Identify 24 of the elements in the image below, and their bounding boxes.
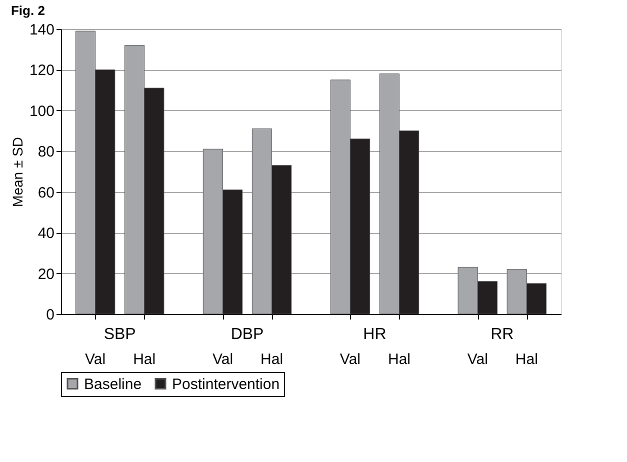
x-tick-label: Hal (133, 351, 156, 368)
legend-label: Baseline (84, 376, 142, 393)
x-tick-label: Val (467, 351, 488, 368)
y-tick-label: 40 (38, 225, 54, 242)
text: DBP (230, 326, 264, 343)
y-axis-title: Mean ± SD (9, 137, 26, 207)
y-tick-label: 100 (29, 102, 54, 120)
x-tick-label: Val (212, 351, 234, 368)
x-tick-label: Val (340, 351, 361, 368)
x-tick-label: Hal (388, 351, 410, 368)
legend-label: Postintervention (172, 376, 280, 393)
text: SBP (104, 326, 136, 343)
y-tick-label: 60 (38, 184, 54, 202)
y-tick-label: 140 (29, 22, 54, 38)
y-tick-label: 120 (29, 62, 54, 80)
text: HR (363, 326, 386, 343)
y-tick-label: 0 (46, 306, 54, 324)
y-tick-label: 20 (38, 266, 54, 283)
x-tick-label: Hal (260, 351, 284, 368)
x-tick-label: Val (85, 351, 106, 368)
text: RR (490, 326, 514, 343)
chart-title: Fig. 2 (10, 3, 45, 18)
y-tick-label: 80 (38, 144, 54, 161)
x-tick-label: Hal (515, 351, 538, 368)
